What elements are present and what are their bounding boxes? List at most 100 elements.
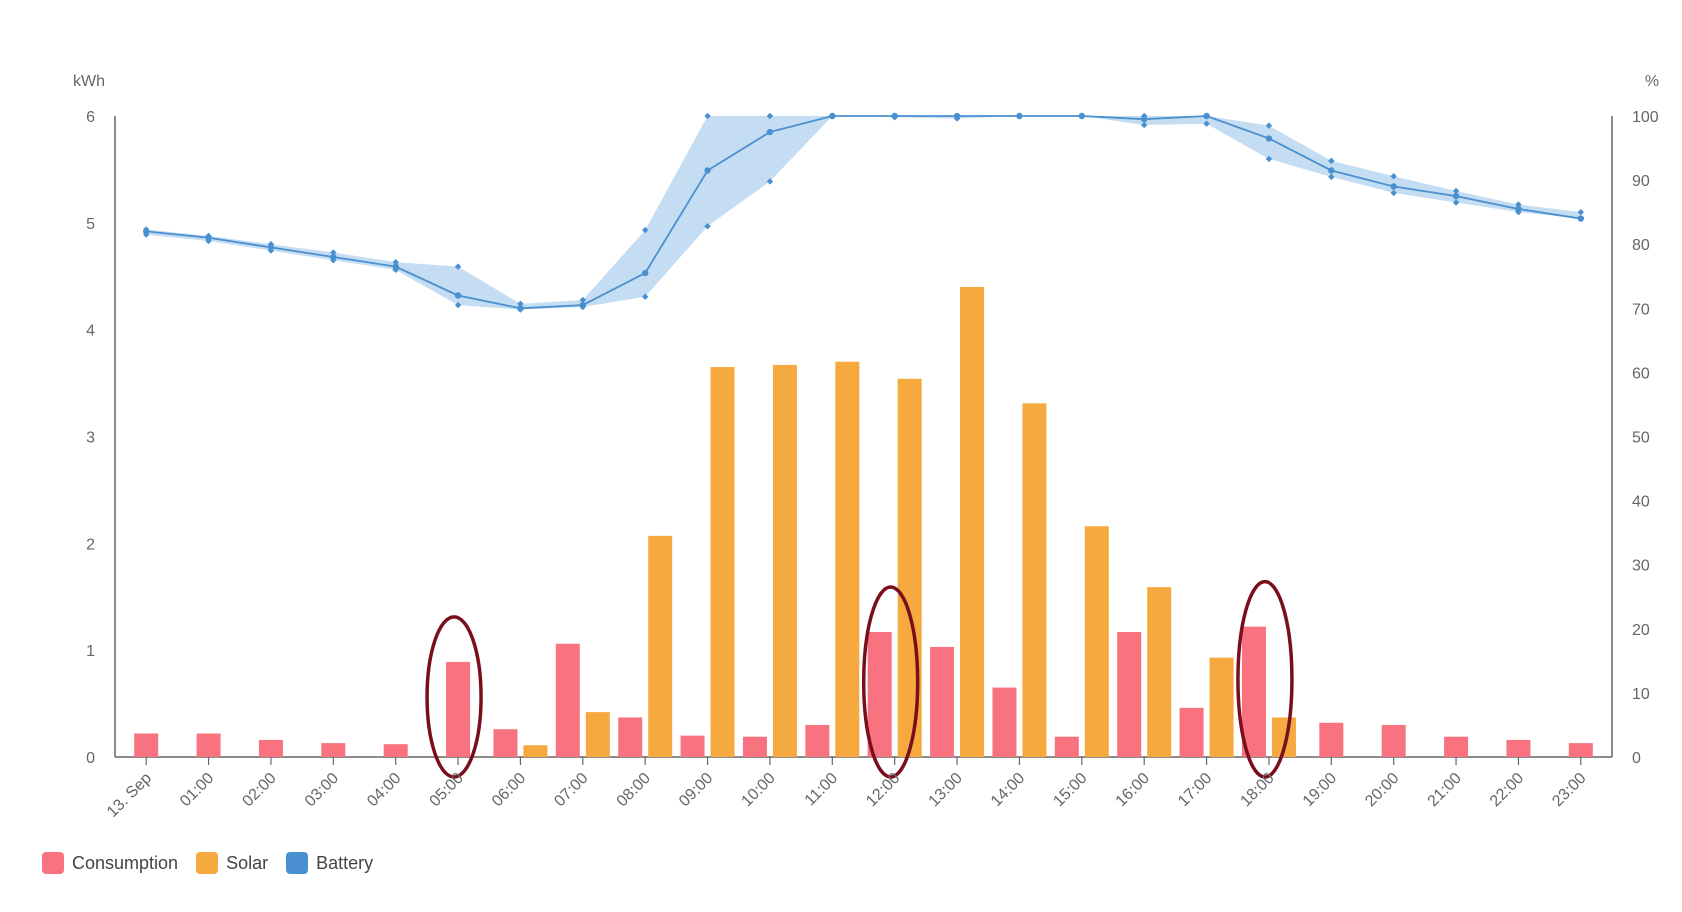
battery-low-marker [142, 231, 150, 238]
highlight-ellipse [1236, 579, 1294, 779]
consumption-bar [196, 733, 221, 757]
left-tick-label: 2 [86, 536, 95, 553]
x-tick-label: 13:00 [926, 770, 966, 810]
legend-label-consumption: Consumption [72, 852, 179, 873]
right-tick-label: 50 [1632, 430, 1650, 447]
battery-high-marker [1265, 122, 1273, 129]
battery-point [267, 244, 275, 251]
legend-swatch-battery [286, 852, 309, 874]
x-tick-label: 13. Sep [104, 770, 155, 821]
legend-item-solar[interactable]: Solar [196, 852, 268, 874]
battery-high-marker [641, 226, 649, 234]
solar-bar [1022, 403, 1047, 757]
battery-low-marker [766, 178, 774, 185]
consumption-bar [1179, 707, 1204, 757]
consumption-bar [618, 717, 643, 757]
legend-item-consumption[interactable]: Consumption [42, 852, 178, 874]
consumption-bar [383, 744, 408, 757]
left-tick-label: 5 [86, 216, 95, 233]
legend-label-solar: Solar [226, 852, 269, 873]
battery-low-marker [330, 257, 337, 264]
consumption-bar [742, 736, 767, 757]
consumption-bar [1444, 736, 1469, 757]
left-tick-label: 6 [86, 109, 95, 126]
x-tick-label: 08:00 [614, 770, 654, 810]
x-tick-label: 01:00 [177, 770, 217, 810]
battery-point [1265, 135, 1273, 142]
battery-point [392, 263, 399, 270]
battery-high-marker [1390, 173, 1397, 180]
right-tick-label: 100 [1632, 109, 1659, 126]
solar-bar [648, 535, 673, 757]
consumption-bar [446, 661, 471, 757]
consumption-bar [1381, 724, 1406, 757]
x-tick-label: 02:00 [239, 770, 279, 810]
x-tick-label: 16:00 [1113, 770, 1153, 810]
solar-bar [1147, 587, 1172, 757]
consumption-bar [805, 724, 830, 757]
battery-low-marker [1390, 189, 1397, 197]
x-tick-label: 17:00 [1175, 770, 1215, 810]
x-tick-label: 14:00 [988, 770, 1028, 810]
x-tick-label: 22:00 [1487, 770, 1527, 810]
solar-bar [585, 712, 610, 757]
battery-high-marker [517, 300, 524, 308]
x-tick-label: 07:00 [551, 770, 591, 810]
battery-line [146, 115, 1581, 310]
battery-point [1328, 167, 1335, 174]
battery-low-marker [1140, 121, 1148, 129]
battery-low-marker [1016, 112, 1023, 120]
x-tick-label: 23:00 [1549, 770, 1589, 810]
battery-range-area [146, 116, 1581, 310]
battery-low-marker [1328, 173, 1335, 181]
battery-high-marker [267, 241, 275, 248]
left-tick-label: 1 [86, 643, 95, 660]
consumption-bar [1319, 722, 1344, 757]
solar-bar [772, 364, 797, 757]
x-tick-label: 11:00 [802, 770, 842, 810]
battery-high-marker [454, 263, 462, 270]
battery-low-marker [205, 237, 212, 245]
x-tick-label: 15:00 [1050, 770, 1090, 810]
battery-low-marker [953, 115, 961, 122]
x-tick-label: 06:00 [489, 770, 529, 810]
battery-low-marker [891, 114, 898, 121]
solar-bar [835, 361, 860, 757]
battery-low-marker [267, 247, 275, 254]
battery-point [1140, 116, 1148, 123]
solar-bar [523, 745, 548, 757]
battery-high-marker [1203, 112, 1210, 120]
x-tick-label: 03:00 [302, 770, 342, 810]
consumption-bar [867, 632, 892, 757]
battery-low-marker [454, 301, 462, 309]
battery-point [1452, 192, 1460, 200]
consumption-bar [321, 743, 346, 757]
x-tick-label: 09:00 [676, 770, 716, 810]
solar-bar [1084, 526, 1109, 757]
battery-low-marker [1203, 120, 1210, 127]
left-tick-label: 3 [86, 430, 95, 447]
legend-swatch-consumption [42, 852, 64, 874]
right-tick-label: 90 [1632, 173, 1650, 190]
consumption-bar [1054, 736, 1079, 757]
x-tick-label: 19:00 [1300, 770, 1340, 810]
battery-low-marker [1515, 208, 1522, 216]
right-tick-label: 0 [1632, 750, 1641, 767]
battery-point [766, 128, 774, 136]
battery-high-marker [392, 258, 399, 266]
solar-bar [710, 367, 735, 757]
battery-high-marker [330, 249, 337, 256]
consumption-bar [992, 687, 1017, 757]
battery-point [704, 167, 711, 174]
solar-bar [960, 286, 985, 757]
left-tick-label: 4 [86, 323, 95, 340]
left-axis-unit: kWh [73, 73, 105, 90]
right-tick-label: 70 [1632, 301, 1650, 318]
battery-high-marker [1140, 112, 1148, 120]
consumption-bar [1117, 632, 1142, 757]
battery-high-marker [1577, 208, 1585, 216]
right-tick-label: 40 [1632, 494, 1650, 511]
legend-item-battery[interactable]: Battery [286, 852, 373, 874]
x-tick-label: 20:00 [1362, 770, 1402, 810]
